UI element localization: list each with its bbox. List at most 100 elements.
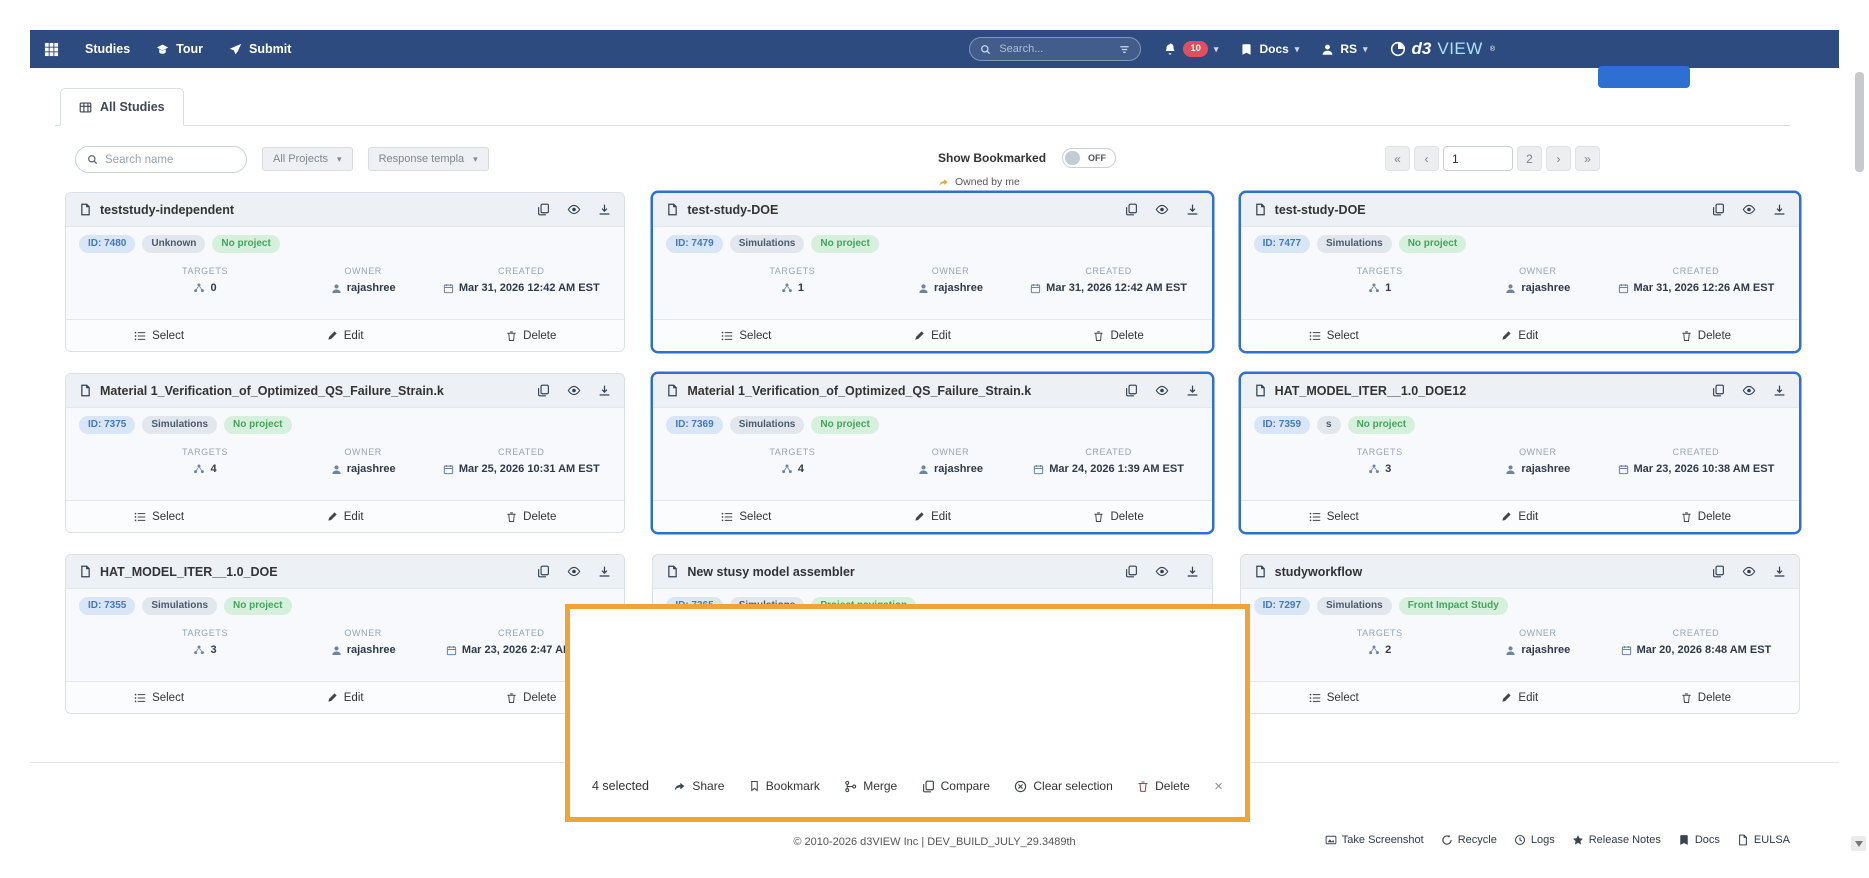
pagination-prev-button[interactable]: ‹ (1414, 146, 1439, 171)
pagination-page-input[interactable] (1443, 146, 1513, 171)
study-card[interactable]: test-study-DOE ID: 7477 Simulations No (1239, 192, 1800, 352)
tab-all-studies[interactable]: All Studies (60, 88, 184, 126)
delete-button[interactable]: Delete (1026, 320, 1212, 351)
show-bookmarked-toggle[interactable]: OFF (1062, 148, 1117, 168)
share-button[interactable]: Share (673, 779, 724, 793)
recycle-link[interactable]: Recycle (1441, 834, 1497, 846)
download-icon[interactable] (598, 565, 611, 578)
duplicate-icon[interactable] (537, 565, 550, 578)
download-icon[interactable] (1186, 203, 1199, 216)
edit-button[interactable]: Edit (1427, 501, 1613, 532)
partial-primary-button[interactable] (1598, 66, 1690, 88)
delete-button[interactable]: Delete (438, 320, 624, 351)
select-button[interactable]: Select (66, 501, 252, 532)
study-search-input[interactable] (105, 153, 235, 166)
take-screenshot-link[interactable]: Take Screenshot (1325, 834, 1424, 846)
pagination-last-button[interactable]: » (1575, 146, 1600, 171)
download-icon[interactable] (1773, 384, 1786, 397)
duplicate-icon[interactable] (537, 384, 550, 397)
preview-eye-icon[interactable] (567, 565, 581, 578)
person-icon (1505, 464, 1516, 475)
pagination-next-button[interactable]: › (1546, 146, 1571, 171)
study-card[interactable]: studyworkflow ID: 7297 Simulations Fron (1239, 554, 1800, 714)
download-icon[interactable] (1186, 565, 1199, 578)
edit-button[interactable]: Edit (839, 320, 1025, 351)
docs-link[interactable]: Docs (1678, 834, 1720, 846)
merge-button[interactable]: Merge (844, 779, 897, 793)
select-button[interactable]: Select (66, 682, 252, 713)
clear-selection-button[interactable]: Clear selection (1014, 779, 1113, 793)
delete-button[interactable]: Delete (1613, 682, 1799, 713)
study-card[interactable]: Material 1_Verification_of_Optimized_QS_… (652, 373, 1213, 533)
logs-link[interactable]: Logs (1514, 834, 1555, 846)
compare-button[interactable]: Compare (922, 779, 990, 793)
bookmark-button[interactable]: Bookmark (749, 779, 820, 793)
duplicate-icon[interactable] (1712, 384, 1725, 397)
nav-item-studies[interactable]: Studies (85, 42, 130, 56)
user-menu[interactable]: RS ▾ (1321, 42, 1368, 56)
preview-eye-icon[interactable] (1742, 203, 1756, 216)
global-search-input[interactable] (999, 43, 1112, 55)
study-card[interactable]: teststudy-independent ID: 7480 Unknown (65, 192, 626, 352)
edit-button[interactable]: Edit (252, 320, 438, 351)
duplicate-icon[interactable] (1125, 565, 1138, 578)
preview-eye-icon[interactable] (567, 203, 581, 216)
select-button[interactable]: Select (1241, 682, 1427, 713)
delete-button[interactable]: Delete (1613, 320, 1799, 351)
delete-selected-button[interactable]: Delete (1137, 779, 1190, 793)
delete-button[interactable]: Delete (438, 682, 624, 713)
study-card[interactable]: HAT_MODEL_ITER__1.0_DOE12 ID: 7359 s No (1239, 373, 1800, 533)
select-button[interactable]: Select (653, 501, 839, 532)
notifications-menu[interactable]: 10 ▾ (1163, 41, 1218, 57)
scroll-down-button[interactable] (1851, 836, 1866, 851)
duplicate-icon[interactable] (1125, 384, 1138, 397)
edit-button[interactable]: Edit (1427, 320, 1613, 351)
duplicate-icon[interactable] (1712, 565, 1725, 578)
select-button[interactable]: Select (1241, 320, 1427, 351)
study-card[interactable]: test-study-DOE ID: 7479 Simulations No (652, 192, 1213, 352)
preview-eye-icon[interactable] (1742, 565, 1756, 578)
brand-logo[interactable]: d3 VIEW ® (1390, 39, 1495, 59)
scrollbar-thumb[interactable] (1855, 72, 1864, 172)
download-icon[interactable] (598, 384, 611, 397)
preview-eye-icon[interactable] (1155, 384, 1169, 397)
apps-grid-icon[interactable] (44, 42, 59, 57)
owned-by-me-filter[interactable]: Owned by me (938, 176, 1116, 188)
preview-eye-icon[interactable] (1742, 384, 1756, 397)
delete-button[interactable]: Delete (1613, 501, 1799, 532)
created-value: Mar 31, 2026 12:26 AM EST (1617, 282, 1775, 294)
eulsa-link[interactable]: EULSA (1737, 834, 1790, 846)
download-icon[interactable] (1773, 565, 1786, 578)
pagination-first-button[interactable]: « (1385, 146, 1410, 171)
delete-button[interactable]: Delete (438, 501, 624, 532)
study-card[interactable]: Material 1_Verification_of_Optimized_QS_… (65, 373, 626, 533)
select-button[interactable]: Select (66, 320, 252, 351)
projects-dropdown[interactable]: All Projects ▾ (262, 147, 353, 171)
duplicate-icon[interactable] (1125, 203, 1138, 216)
edit-button[interactable]: Edit (1427, 682, 1613, 713)
nav-item-tour[interactable]: Tour (156, 42, 203, 56)
delete-button[interactable]: Delete (1026, 501, 1212, 532)
search-filters-icon[interactable] (1119, 44, 1130, 55)
edit-button[interactable]: Edit (252, 682, 438, 713)
pagination-page-2-button[interactable]: 2 (1517, 146, 1542, 171)
study-card[interactable]: HAT_MODEL_ITER__1.0_DOE ID: 7355 Simulat… (65, 554, 626, 714)
release-notes-link[interactable]: Release Notes (1572, 834, 1661, 846)
chevron-down-icon: ▾ (1213, 43, 1219, 54)
select-button[interactable]: Select (1241, 501, 1427, 532)
duplicate-icon[interactable] (1712, 203, 1725, 216)
close-icon[interactable]: × (1214, 777, 1223, 795)
preview-eye-icon[interactable] (1155, 565, 1169, 578)
preview-eye-icon[interactable] (1155, 203, 1169, 216)
edit-button[interactable]: Edit (839, 501, 1025, 532)
duplicate-icon[interactable] (537, 203, 550, 216)
nav-item-submit[interactable]: Submit (229, 42, 291, 56)
download-icon[interactable] (1186, 384, 1199, 397)
download-icon[interactable] (1773, 203, 1786, 216)
docs-menu[interactable]: Docs ▾ (1240, 42, 1299, 56)
select-button[interactable]: Select (653, 320, 839, 351)
edit-button[interactable]: Edit (252, 501, 438, 532)
response-template-dropdown[interactable]: Response templa ▾ (367, 147, 489, 171)
preview-eye-icon[interactable] (567, 384, 581, 397)
download-icon[interactable] (598, 203, 611, 216)
